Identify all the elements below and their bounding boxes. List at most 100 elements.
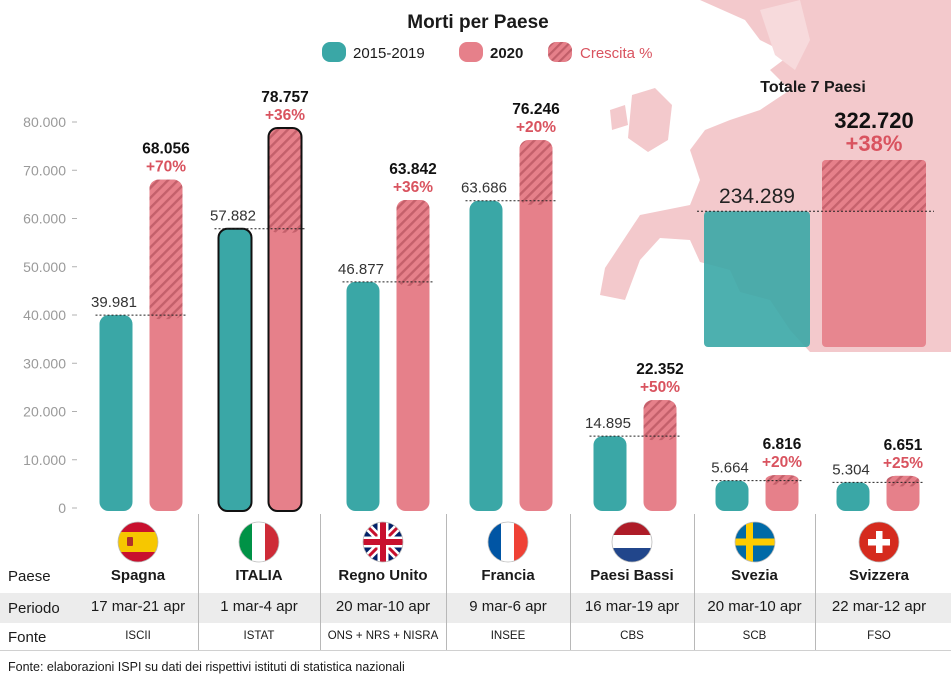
bar-baseline-1 [217, 227, 253, 512]
bar-baseline-6 [836, 482, 870, 511]
period-cell: 20 mar-10 apr [335, 598, 431, 615]
mortality-chart: 0 10.000 20.000 30.000 40.000 50.000 60.000 70.… [23, 0, 951, 516]
country-name: Svezia [731, 567, 778, 584]
country-name: Svizzera [848, 567, 910, 584]
column-separator [446, 514, 447, 650]
legend: 2015-2019 2020 Crescita % [322, 42, 653, 62]
y-tick-label-8: 80.000 [23, 114, 66, 130]
column-separator [198, 514, 199, 650]
y-tick-label-6: 60.000 [23, 211, 66, 227]
bar-baseline-0 [99, 315, 133, 511]
legend-label-growth: Crescita % [580, 45, 653, 62]
bar-2020-3 [519, 140, 553, 512]
label-2020-5: 6.816 [763, 436, 802, 453]
bar-growth-3 [519, 140, 553, 205]
bar-baseline-2 [346, 281, 380, 511]
bar-baseline-5 [715, 480, 749, 511]
label-growth-6: +25% [883, 455, 923, 472]
label-2020-3: 76.246 [512, 101, 560, 118]
bar-baseline-3 [469, 200, 503, 511]
bar-growth-fill-0 [149, 309, 183, 316]
label-baseline-0: 39.981 [91, 294, 137, 311]
bar-growth-1 [268, 127, 302, 233]
label-baseline-5: 5.664 [711, 460, 749, 477]
period-cell: 20 mar-10 apr [707, 598, 802, 615]
y-tick-label-1: 10.000 [23, 452, 66, 468]
y-axis: 0 10.000 20.000 30.000 40.000 50.000 60.000 70.… [23, 114, 77, 516]
label-growth-3: +20% [516, 119, 556, 136]
row-label-paese: Paese [8, 568, 51, 585]
legend-swatch-growth [548, 42, 572, 62]
bar-growth-fill-4 [643, 430, 677, 437]
period-cell: 9 mar-6 apr [469, 598, 547, 615]
label-baseline-3: 63.686 [461, 180, 507, 197]
label-growth-0: +70% [146, 159, 186, 176]
bar-growth-fill-3 [519, 194, 553, 201]
france-flag-icon [487, 521, 529, 563]
italy-flag-icon [238, 521, 280, 563]
source-cell: SCB [742, 630, 767, 642]
uk-flag-icon [362, 521, 404, 563]
bar-growth-fill-1 [268, 222, 302, 229]
y-tick-label-0: 0 [58, 500, 66, 516]
country-name: Spagna [110, 567, 166, 584]
footnote: Fonte: elaborazioni ISPI su dati dei ris… [8, 660, 405, 674]
period-cell: 16 mar-19 apr [584, 598, 680, 615]
bar-growth-6 [886, 475, 920, 487]
legend-label-2020: 2020 [490, 45, 523, 62]
country-name: ITALIA [235, 567, 283, 584]
legend-swatch-2020 [459, 42, 483, 62]
label-2020-4: 22.352 [636, 361, 683, 378]
source-cell: ONS + NRS + NISRA [327, 630, 439, 642]
bar-growth-0 [149, 179, 183, 320]
label-2020-1: 78.757 [261, 89, 308, 106]
label-baseline-2: 46.877 [338, 261, 384, 278]
column-separator [694, 514, 695, 650]
column-separator [570, 514, 571, 650]
sweden-flag-icon [734, 521, 776, 563]
chart-title: Morti per Paese [407, 12, 549, 33]
label-growth-2: +36% [393, 179, 433, 196]
total-title: Totale 7 Paesi [760, 79, 866, 96]
total-label-growth: +38% [846, 131, 903, 156]
label-growth-1: +36% [265, 107, 305, 124]
row-label-fonte: Fonte [8, 629, 47, 646]
source-cell: FSO [867, 630, 891, 642]
source-cell: ISTAT [243, 630, 275, 642]
source-cell: CBS [620, 630, 644, 642]
source-cell: ISCII [125, 630, 151, 642]
total-bars: 234.289 322.720+38% [697, 108, 934, 347]
legend-swatch-baseline [322, 42, 346, 62]
label-baseline-6: 5.304 [832, 461, 870, 478]
y-tick-label-7: 70.000 [23, 162, 66, 178]
period-cell: 1 mar-4 apr [220, 598, 298, 615]
y-tick-label-5: 50.000 [23, 259, 66, 275]
column-separator [320, 514, 321, 650]
label-growth-4: +50% [640, 379, 680, 396]
switzerland-flag-icon [858, 521, 900, 563]
netherlands-flag-icon [611, 521, 653, 563]
country-name: Paesi Bassi [590, 567, 674, 584]
country-name: Regno Unito [338, 567, 428, 584]
label-growth-5: +20% [762, 454, 802, 471]
bar-2020-outline-1 [267, 126, 303, 513]
y-tick-label-2: 20.000 [23, 404, 66, 420]
total-bar-baseline [704, 211, 810, 347]
bar-growth-5 [765, 475, 799, 485]
row-label-periodo: Periodo [8, 600, 60, 617]
total-label-2020: 322.720 [834, 108, 914, 133]
bar-labels: 39.98168.056+70%57.88278.757+36%46.87763… [91, 89, 923, 478]
bar-series [95, 126, 925, 513]
total-label-baseline: 234.289 [719, 185, 795, 208]
label-2020-6: 6.651 [884, 437, 923, 454]
spain-flag-icon [117, 521, 159, 563]
source-cell: INSEE [490, 630, 526, 642]
label-2020-2: 63.842 [389, 161, 436, 178]
bar-growth-2 [396, 199, 430, 286]
bar-baseline-4 [593, 436, 627, 511]
period-cell: 17 mar-21 apr [90, 598, 186, 615]
total-bar-growth [822, 160, 926, 212]
country-name: Francia [481, 567, 535, 584]
source-row-band [0, 624, 951, 651]
